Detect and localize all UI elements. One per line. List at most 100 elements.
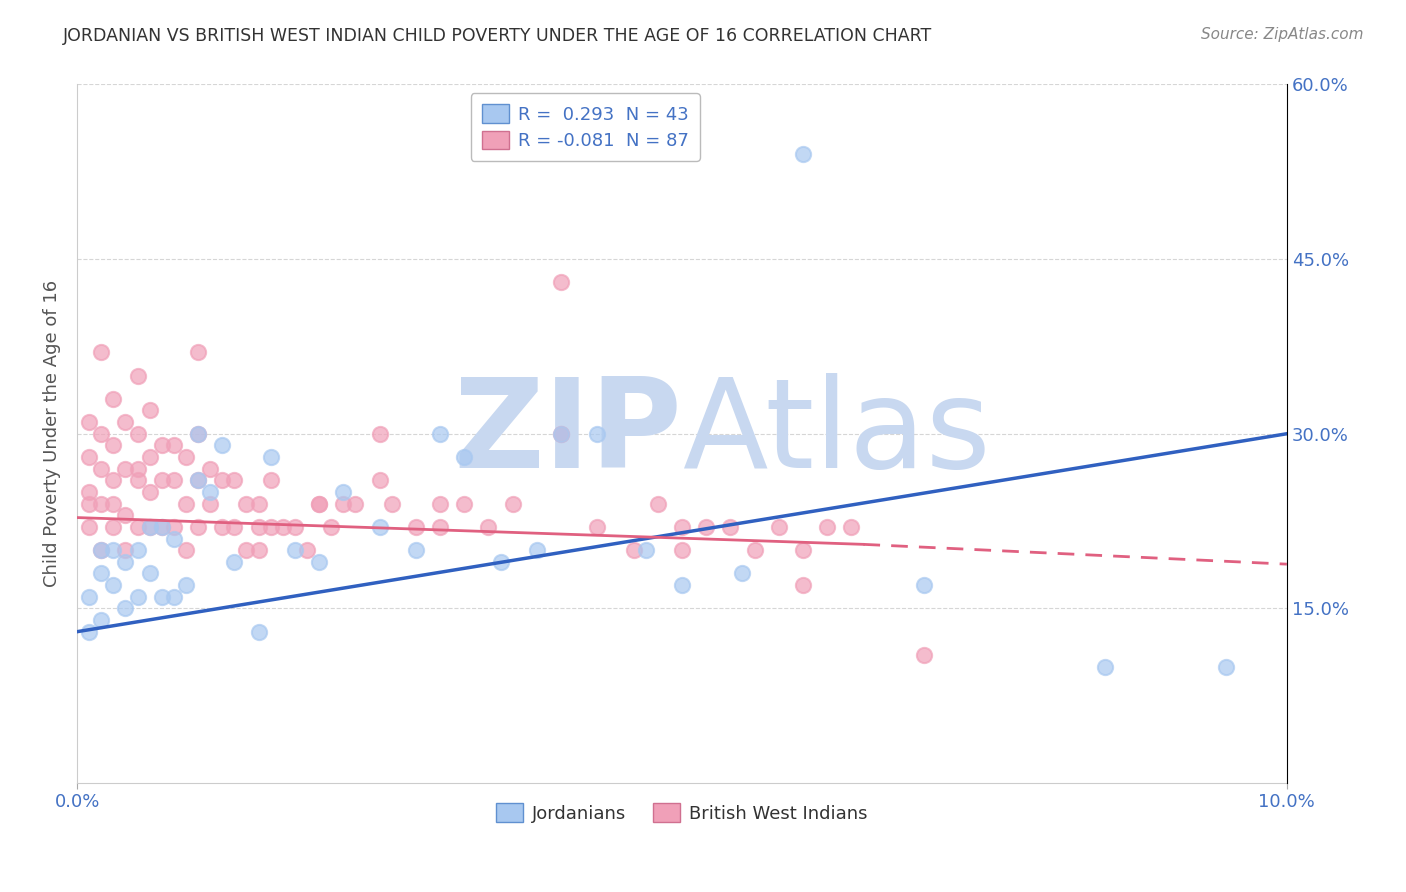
Point — [453, 497, 475, 511]
Point — [718, 520, 741, 534]
Point — [235, 543, 257, 558]
Point — [792, 543, 814, 558]
Point — [259, 520, 281, 534]
Point — [114, 461, 136, 475]
Point — [295, 543, 318, 558]
Point — [321, 520, 343, 534]
Point — [103, 392, 125, 406]
Point — [453, 450, 475, 464]
Point — [224, 473, 246, 487]
Point — [731, 566, 754, 581]
Point — [150, 473, 173, 487]
Point — [211, 438, 233, 452]
Point — [77, 590, 100, 604]
Point — [647, 497, 669, 511]
Point — [1094, 659, 1116, 673]
Point — [912, 648, 935, 662]
Point — [368, 520, 391, 534]
Point — [127, 461, 149, 475]
Point — [114, 543, 136, 558]
Text: ZIP: ZIP — [453, 373, 682, 494]
Point — [187, 345, 209, 359]
Point — [308, 497, 330, 511]
Point — [174, 578, 197, 592]
Point — [671, 520, 693, 534]
Point — [127, 473, 149, 487]
Point — [174, 497, 197, 511]
Point — [429, 497, 451, 511]
Point — [768, 520, 790, 534]
Point — [259, 473, 281, 487]
Point — [163, 438, 186, 452]
Point — [526, 543, 548, 558]
Point — [114, 508, 136, 523]
Point — [150, 438, 173, 452]
Point — [332, 497, 354, 511]
Point — [550, 426, 572, 441]
Point — [1215, 659, 1237, 673]
Point — [138, 520, 160, 534]
Point — [103, 438, 125, 452]
Point — [77, 624, 100, 639]
Point — [224, 555, 246, 569]
Point — [103, 543, 125, 558]
Point — [163, 520, 186, 534]
Point — [198, 485, 221, 500]
Point — [103, 473, 125, 487]
Point — [332, 485, 354, 500]
Point — [198, 497, 221, 511]
Y-axis label: Child Poverty Under the Age of 16: Child Poverty Under the Age of 16 — [44, 280, 60, 587]
Point — [284, 543, 307, 558]
Point — [90, 566, 112, 581]
Point — [815, 520, 838, 534]
Point — [127, 590, 149, 604]
Point — [90, 613, 112, 627]
Point — [344, 497, 367, 511]
Point — [695, 520, 717, 534]
Point — [174, 450, 197, 464]
Point — [174, 543, 197, 558]
Point — [198, 461, 221, 475]
Point — [90, 345, 112, 359]
Point — [247, 543, 270, 558]
Point — [103, 578, 125, 592]
Point — [187, 473, 209, 487]
Point — [235, 497, 257, 511]
Point — [211, 520, 233, 534]
Point — [477, 520, 499, 534]
Point — [163, 473, 186, 487]
Point — [150, 590, 173, 604]
Point — [187, 426, 209, 441]
Point — [77, 450, 100, 464]
Point — [103, 497, 125, 511]
Point — [489, 555, 512, 569]
Point — [138, 520, 160, 534]
Point — [586, 426, 609, 441]
Point — [247, 624, 270, 639]
Point — [284, 520, 307, 534]
Point — [792, 147, 814, 161]
Point — [502, 497, 524, 511]
Point — [187, 473, 209, 487]
Point — [77, 497, 100, 511]
Point — [127, 426, 149, 441]
Point — [90, 426, 112, 441]
Point — [744, 543, 766, 558]
Point — [127, 368, 149, 383]
Point — [368, 473, 391, 487]
Point — [912, 578, 935, 592]
Point — [405, 520, 427, 534]
Point — [138, 485, 160, 500]
Point — [586, 520, 609, 534]
Point — [550, 426, 572, 441]
Point — [839, 520, 862, 534]
Point — [247, 497, 270, 511]
Point — [114, 415, 136, 429]
Point — [429, 426, 451, 441]
Point — [550, 276, 572, 290]
Point — [634, 543, 657, 558]
Point — [163, 532, 186, 546]
Point — [405, 543, 427, 558]
Point — [187, 426, 209, 441]
Point — [103, 520, 125, 534]
